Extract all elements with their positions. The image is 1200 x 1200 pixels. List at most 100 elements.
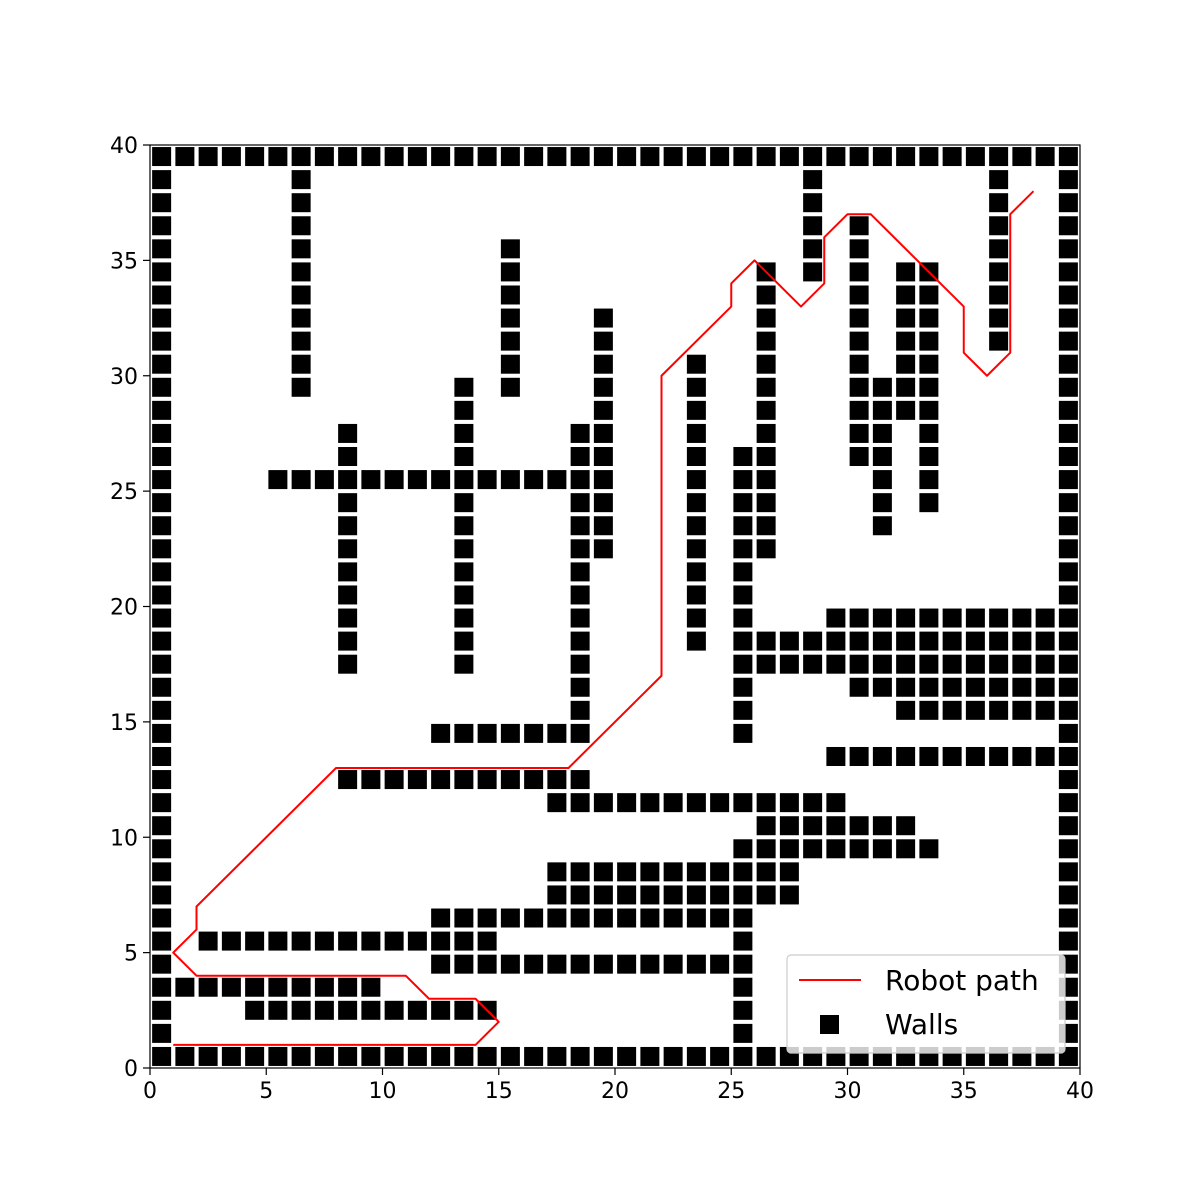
wall-marker [710, 908, 730, 928]
wall-marker [826, 816, 846, 836]
wall-marker [989, 700, 1009, 720]
wall-marker [849, 839, 869, 859]
wall-marker [872, 516, 892, 536]
wall-marker [989, 331, 1009, 351]
wall-marker [826, 608, 846, 628]
wall-marker [872, 654, 892, 674]
wall-marker [547, 770, 567, 790]
wall-marker [593, 400, 613, 420]
wall-marker [849, 377, 869, 397]
wall-marker [919, 839, 939, 859]
wall-marker [1058, 608, 1078, 628]
wall-marker [872, 447, 892, 467]
wall-marker [454, 447, 474, 467]
wall-marker [570, 793, 590, 813]
wall-marker [291, 216, 311, 236]
wall-marker [500, 470, 520, 490]
wall-marker [617, 147, 637, 167]
wall-marker [1058, 216, 1078, 236]
wall-marker [686, 562, 706, 582]
wall-marker [1058, 493, 1078, 513]
wall-marker [663, 885, 683, 905]
wall-marker [919, 354, 939, 374]
wall-marker [965, 677, 985, 697]
wall-marker [454, 608, 474, 628]
wall-marker [896, 354, 916, 374]
wall-marker [454, 908, 474, 928]
wall-marker [779, 885, 799, 905]
y-tick-label: 10 [110, 826, 138, 851]
wall-marker [756, 447, 776, 467]
wall-marker [361, 1000, 381, 1020]
wall-marker [314, 1046, 334, 1066]
wall-marker [849, 147, 869, 167]
wall-marker [570, 493, 590, 513]
wall-marker [640, 862, 660, 882]
wall-marker [431, 954, 451, 974]
wall-marker [1012, 631, 1032, 651]
wall-marker [291, 262, 311, 282]
wall-marker [849, 608, 869, 628]
wall-marker [152, 931, 172, 951]
wall-marker [593, 308, 613, 328]
wall-marker [500, 331, 520, 351]
wall-marker [431, 931, 451, 951]
wall-marker [733, 839, 753, 859]
wall-marker [733, 1000, 753, 1020]
wall-marker [733, 723, 753, 743]
wall-marker [1058, 746, 1078, 766]
wall-marker [152, 377, 172, 397]
wall-marker [500, 954, 520, 974]
wall-marker [384, 770, 404, 790]
wall-marker [733, 493, 753, 513]
wall-marker [686, 539, 706, 559]
wall-marker [152, 977, 172, 997]
wall-marker [221, 931, 241, 951]
wall-marker [500, 1046, 520, 1066]
wall-marker [152, 677, 172, 697]
wall-marker [152, 308, 172, 328]
wall-marker [570, 631, 590, 651]
wall-marker [779, 839, 799, 859]
wall-marker [431, 470, 451, 490]
wall-marker [338, 470, 358, 490]
wall-marker [593, 377, 613, 397]
wall-marker [570, 862, 590, 882]
wall-marker [152, 239, 172, 259]
wall-marker [733, 562, 753, 582]
wall-marker [1035, 147, 1055, 167]
wall-marker [686, 423, 706, 443]
wall-marker [152, 954, 172, 974]
wall-marker [593, 1046, 613, 1066]
wall-marker [152, 1000, 172, 1020]
wall-marker [152, 285, 172, 305]
wall-marker [872, 608, 892, 628]
x-tick-label: 0 [143, 1079, 157, 1104]
wall-marker [663, 908, 683, 928]
wall-marker [640, 908, 660, 928]
wall-marker [803, 262, 823, 282]
wall-marker [152, 400, 172, 420]
wall-marker [965, 608, 985, 628]
wall-marker [989, 746, 1009, 766]
wall-marker [896, 331, 916, 351]
x-tick-label: 25 [717, 1079, 745, 1104]
wall-marker [826, 147, 846, 167]
wall-marker [989, 631, 1009, 651]
wall-marker [500, 147, 520, 167]
wall-marker [268, 470, 288, 490]
wall-marker [919, 400, 939, 420]
wall-marker [524, 723, 544, 743]
wall-marker [756, 147, 776, 167]
x-tick-label: 35 [950, 1079, 978, 1104]
wall-marker [872, 746, 892, 766]
wall-marker [896, 654, 916, 674]
wall-marker [593, 423, 613, 443]
wall-marker [477, 147, 497, 167]
wall-marker [268, 147, 288, 167]
wall-marker [756, 470, 776, 490]
wall-marker [152, 216, 172, 236]
legend: Robot path Walls [786, 954, 1066, 1054]
wall-marker [268, 1046, 288, 1066]
wall-marker [1058, 377, 1078, 397]
